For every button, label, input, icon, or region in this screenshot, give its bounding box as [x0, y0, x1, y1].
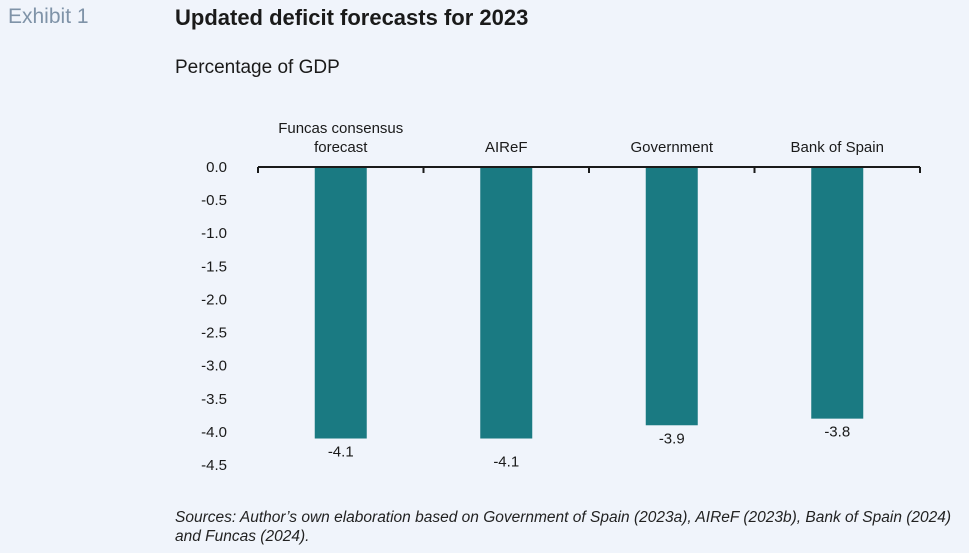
y-tick-label: -2.5 [201, 325, 227, 342]
bar [645, 167, 698, 426]
y-tick-label: -2.0 [201, 291, 227, 308]
y-tick-label: -1.0 [201, 225, 227, 242]
y-tick-label: 0.0 [206, 159, 227, 176]
data-label: -3.9 [659, 430, 685, 447]
data-label: -3.8 [824, 424, 850, 441]
y-tick-label: -3.5 [201, 391, 227, 408]
bar [811, 167, 864, 419]
source-note: Sources: Author’s own elaboration based … [175, 509, 952, 545]
exhibit-label: Exhibit 1 [8, 5, 89, 28]
category-label: AIReF [485, 139, 528, 156]
category-label: Government [630, 139, 713, 156]
y-tick-label: -4.0 [201, 424, 227, 441]
chart-subtitle: Percentage of GDP [175, 57, 340, 78]
category-label: forecast [314, 139, 368, 156]
bar [480, 167, 533, 439]
category-label: Funcas consensus [278, 120, 403, 137]
y-tick-label: -0.5 [201, 192, 227, 209]
y-tick-label: -4.5 [201, 457, 227, 474]
chart-title: Updated deficit forecasts for 2023 [175, 5, 529, 30]
y-tick-label: -3.0 [201, 358, 227, 375]
data-label: -4.1 [328, 444, 354, 461]
bar [314, 167, 367, 439]
category-label: Bank of Spain [791, 139, 884, 156]
y-tick-label: -1.5 [201, 258, 227, 275]
data-label: -4.1 [493, 454, 519, 471]
